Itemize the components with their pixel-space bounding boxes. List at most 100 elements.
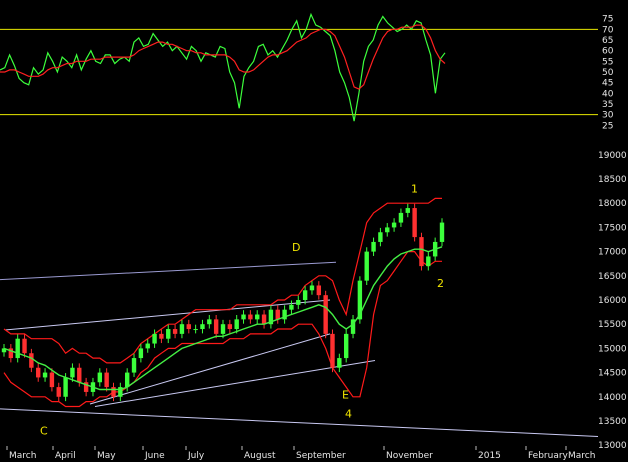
x-tick-label: 2015 bbox=[478, 451, 501, 461]
price-tick-label: 16000 bbox=[598, 296, 627, 306]
candle-body bbox=[337, 358, 342, 368]
candle-body bbox=[138, 348, 144, 359]
candle-body bbox=[385, 227, 390, 233]
candle-body bbox=[227, 324, 233, 330]
osc-tick-label: 70 bbox=[602, 25, 614, 35]
moving-average-line bbox=[3, 246, 443, 391]
candle-body bbox=[49, 372, 55, 388]
candle-body bbox=[439, 222, 445, 242]
candle-body bbox=[1, 348, 7, 353]
annotation-label: 2 bbox=[437, 277, 444, 290]
osc-series-line bbox=[0, 24, 446, 90]
candle-body bbox=[42, 372, 48, 378]
trendline bbox=[4, 299, 331, 331]
price-tick-label: 15000 bbox=[598, 344, 627, 354]
trendline bbox=[89, 333, 331, 405]
upper-band-line bbox=[3, 197, 442, 364]
price-tick-label: 19000 bbox=[598, 151, 627, 161]
candle-body bbox=[213, 319, 219, 334]
candle-body bbox=[179, 324, 185, 334]
candle-body bbox=[248, 314, 253, 320]
candle-body bbox=[63, 377, 68, 397]
osc-tick-label: 65 bbox=[602, 36, 613, 46]
candle-body bbox=[159, 333, 164, 339]
candle-body bbox=[77, 367, 82, 383]
x-tick-label: November bbox=[386, 451, 433, 461]
annotations: 1 2 D E 4 C bbox=[40, 183, 444, 438]
candle-body bbox=[145, 343, 150, 349]
x-tick-label: June bbox=[144, 451, 165, 461]
candle-body bbox=[275, 309, 280, 320]
candle-body bbox=[289, 304, 294, 310]
candle-body bbox=[357, 280, 363, 320]
candle-body bbox=[255, 314, 260, 320]
candle-body bbox=[172, 329, 178, 334]
candle-body bbox=[70, 367, 75, 378]
osc-tick-label: 40 bbox=[602, 89, 614, 99]
candle-body bbox=[8, 348, 14, 359]
osc-tick-label: 45 bbox=[602, 79, 613, 89]
oscillator-panel bbox=[0, 12, 598, 122]
price-tick-label: 14500 bbox=[598, 369, 627, 379]
annotation-label: D bbox=[292, 241, 300, 254]
price-tick-label: 13500 bbox=[598, 417, 627, 427]
candle-body bbox=[15, 338, 20, 359]
x-tick-label: May bbox=[97, 451, 116, 461]
candle-body bbox=[419, 237, 424, 267]
price-tick-label: 15500 bbox=[598, 320, 627, 330]
candle-body bbox=[296, 300, 301, 305]
candle-body bbox=[29, 353, 34, 368]
candle-body bbox=[131, 358, 137, 373]
price-tick-label: 17000 bbox=[598, 248, 627, 258]
candle-body bbox=[166, 329, 171, 339]
annotation-label: C bbox=[40, 425, 48, 438]
candle-body bbox=[56, 387, 61, 397]
candle-body bbox=[207, 319, 212, 325]
osc-tick-label: 25 bbox=[602, 121, 613, 131]
annotation-label: 4 bbox=[345, 408, 352, 421]
candle-body bbox=[364, 251, 369, 281]
trendline bbox=[94, 359, 376, 407]
price-tick-label: 18500 bbox=[598, 175, 627, 185]
osc-series-line bbox=[0, 12, 446, 122]
osc-tick-label: 35 bbox=[602, 100, 613, 110]
candle-body bbox=[261, 314, 267, 325]
price-tick-label: 14000 bbox=[598, 393, 627, 403]
x-tick-label: July bbox=[187, 451, 205, 461]
annotation-label: E bbox=[342, 388, 349, 401]
candle-body bbox=[124, 372, 130, 388]
candle-body bbox=[118, 387, 123, 397]
candle-body bbox=[36, 367, 41, 378]
candle-body bbox=[426, 256, 431, 267]
candle-body bbox=[412, 208, 417, 238]
trendline bbox=[0, 408, 599, 437]
candle-body bbox=[152, 333, 157, 344]
candle-body bbox=[268, 309, 274, 325]
candle-body bbox=[220, 324, 226, 334]
price-tick-label: 18000 bbox=[598, 199, 627, 209]
candle-body bbox=[302, 290, 308, 300]
candle-body bbox=[350, 319, 356, 334]
lower-band-line bbox=[3, 251, 442, 408]
price-panel bbox=[0, 197, 599, 437]
candle-body bbox=[378, 232, 383, 242]
osc-tick-label: 60 bbox=[602, 47, 614, 57]
candle-body bbox=[22, 338, 27, 354]
osc-tick-label: 55 bbox=[602, 57, 613, 67]
candle-body bbox=[323, 295, 328, 334]
candle-body bbox=[398, 212, 404, 223]
candle-body bbox=[97, 372, 103, 383]
candle-body bbox=[282, 309, 287, 320]
price-tick-label: 17500 bbox=[598, 223, 627, 233]
price-tick-label: 13000 bbox=[598, 441, 627, 451]
candle-body bbox=[193, 329, 198, 331]
osc-tick-label: 30 bbox=[602, 111, 614, 121]
candle-body bbox=[330, 333, 335, 368]
x-tick-label: September bbox=[296, 451, 346, 461]
candle-body bbox=[371, 241, 376, 252]
trendline bbox=[0, 261, 337, 281]
x-tick-label: August bbox=[244, 451, 276, 461]
